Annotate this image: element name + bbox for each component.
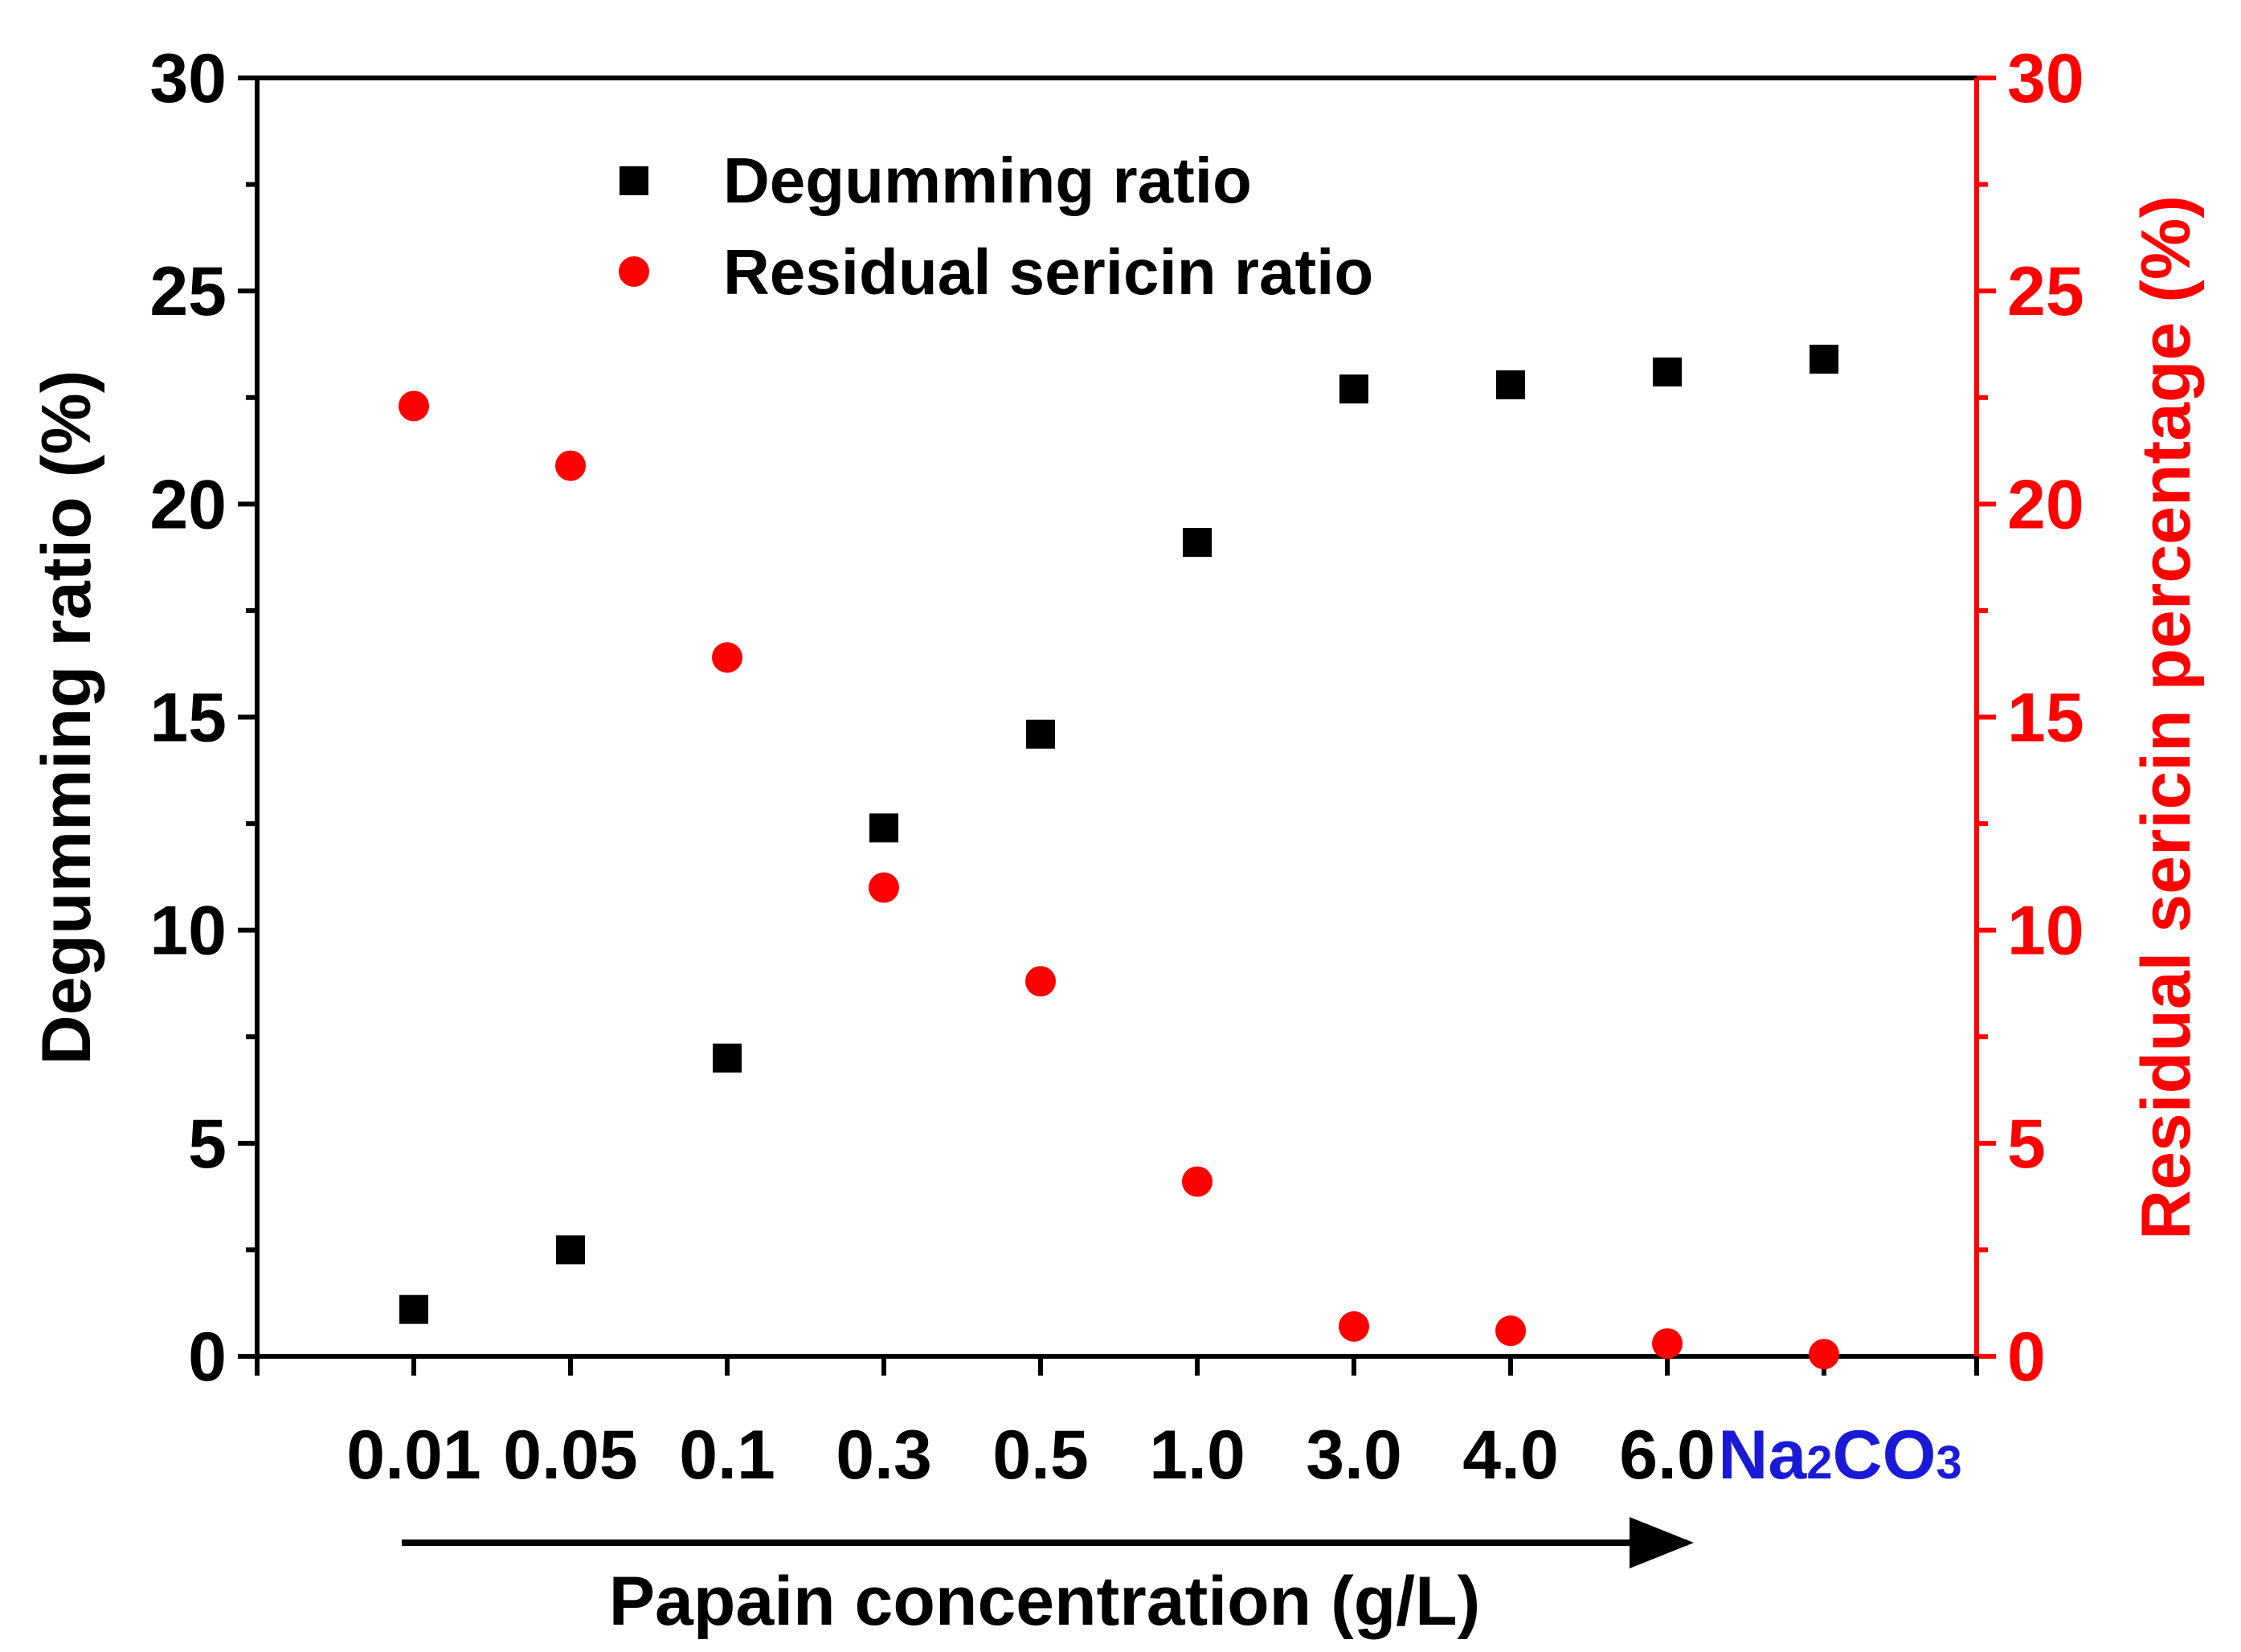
x-tick-label: 0.05 <box>503 1417 637 1494</box>
residual-sericin-point <box>712 642 742 673</box>
degumming-ratio-point <box>1653 357 1682 386</box>
left-tick-label: 25 <box>149 253 227 330</box>
degumming-ratio-point <box>1183 528 1212 558</box>
left-tick-label: 20 <box>149 466 227 543</box>
right-tick-label: 5 <box>2007 1106 2046 1183</box>
legend-label-residual: Residual sericin ratio <box>723 236 1373 308</box>
residual-sericin-point <box>869 872 899 903</box>
right-tick-label: 30 <box>2007 40 2084 117</box>
x-tick-label: Na2CO3 <box>1718 1417 1961 1494</box>
x-tick-label: 0.01 <box>346 1417 481 1494</box>
residual-sericin-point <box>1182 1166 1213 1197</box>
degumming-ratio-point <box>1496 370 1525 399</box>
data-marks <box>399 345 1839 1370</box>
residual-sericin-point <box>1025 966 1056 997</box>
x-tick-label: 6.0 <box>1619 1417 1716 1494</box>
right-tick-label: 20 <box>2007 466 2084 543</box>
x-axis-tick-labels: 0.01 0.05 0.1 0.3 0.5 1.0 3.0 4.0 6.0 Na2CO3 <box>346 1417 1961 1494</box>
y-right-axis-title: Residual sericin percentage (%) <box>2128 195 2205 1240</box>
legend-label-degumming: Degumming ratio <box>723 145 1252 216</box>
x-tick-label: 1.0 <box>1149 1417 1245 1494</box>
residual-sericin-point <box>1495 1315 1526 1347</box>
degumming-ratio-point <box>1026 719 1055 749</box>
legend: Degumming ratio Residual sericin ratio <box>619 145 1373 308</box>
residual-sericin-point <box>1652 1328 1683 1360</box>
left-tick-label: 5 <box>188 1106 227 1183</box>
degumming-ratio-point <box>1810 345 1838 374</box>
residual-sericin-point <box>555 450 586 481</box>
x-tick-label: 3.0 <box>1306 1417 1402 1494</box>
x-axis-title: Papain concentration (g/L) <box>609 1563 1481 1640</box>
degumming-ratio-point <box>556 1235 585 1265</box>
degumming-ratio-point <box>1339 374 1368 404</box>
x-axis-ticks <box>255 1356 1979 1376</box>
left-tick-label: 0 <box>188 1319 227 1396</box>
degumming-ratio-point <box>869 813 898 843</box>
residual-sericin-point <box>399 391 429 422</box>
right-tick-label: 10 <box>2007 893 2084 970</box>
right-tick-label: 0 <box>2007 1319 2046 1396</box>
x-tick-label: 0.1 <box>679 1417 775 1494</box>
left-tick-label: 15 <box>149 680 227 757</box>
x-tick-label: 4.0 <box>1462 1417 1559 1494</box>
residual-sericin-point <box>1809 1339 1839 1370</box>
y-left-axis-title: Degumming ratio (%) <box>28 370 105 1065</box>
right-axis-tick-labels: 0 5 10 15 20 25 30 <box>2007 40 2084 1396</box>
legend-square-marker <box>620 166 648 195</box>
x-tick-label: 0.3 <box>836 1417 932 1494</box>
degumming-ratio-point <box>713 1043 742 1073</box>
legend-circle-marker <box>619 256 649 287</box>
right-tick-label: 25 <box>2007 253 2084 330</box>
degumming-ratio-point <box>399 1294 428 1324</box>
x-tick-label: 0.5 <box>992 1417 1089 1494</box>
left-axis-ticks <box>238 76 257 1359</box>
left-axis-tick-labels: 0 5 10 15 20 25 30 <box>149 40 227 1396</box>
residual-sericin-point <box>1339 1311 1369 1342</box>
right-axis-ticks <box>1977 76 1996 1359</box>
left-tick-label: 30 <box>149 40 227 117</box>
left-tick-label: 10 <box>149 893 227 970</box>
right-tick-label: 15 <box>2007 680 2084 757</box>
